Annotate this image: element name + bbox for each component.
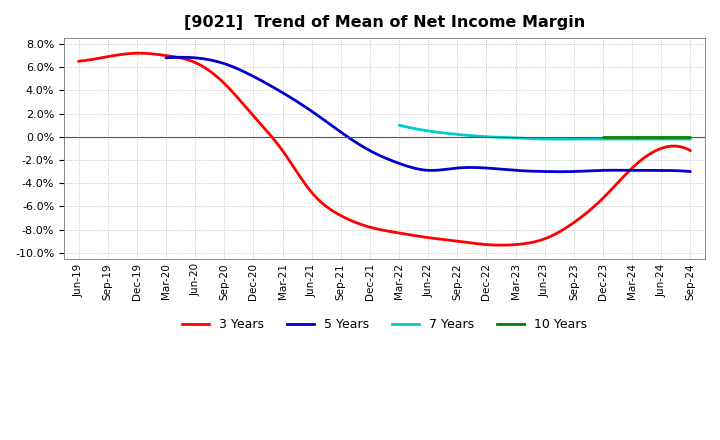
10 Years bbox=[686, 135, 695, 140]
10 Years bbox=[652, 135, 660, 140]
5 Years bbox=[177, 55, 186, 60]
7 Years bbox=[570, 136, 578, 142]
5 Years bbox=[607, 168, 616, 173]
3 Years bbox=[438, 237, 447, 242]
7 Years bbox=[660, 136, 668, 142]
3 Years bbox=[633, 161, 642, 166]
Line: 3 Years: 3 Years bbox=[78, 53, 690, 245]
3 Years bbox=[74, 59, 83, 64]
3 Years bbox=[134, 51, 143, 56]
10 Years bbox=[651, 135, 660, 140]
7 Years bbox=[552, 136, 560, 142]
Line: 7 Years: 7 Years bbox=[399, 125, 690, 139]
5 Years bbox=[161, 55, 170, 60]
10 Years bbox=[599, 135, 608, 140]
7 Years bbox=[642, 136, 650, 142]
5 Years bbox=[686, 169, 695, 174]
7 Years bbox=[686, 136, 695, 142]
5 Years bbox=[474, 165, 482, 170]
10 Years bbox=[653, 135, 662, 140]
5 Years bbox=[476, 165, 485, 170]
Title: [9021]  Trend of Mean of Net Income Margin: [9021] Trend of Mean of Net Income Margi… bbox=[184, 15, 585, 30]
10 Years bbox=[604, 135, 613, 140]
5 Years bbox=[163, 55, 172, 60]
5 Years bbox=[641, 168, 649, 173]
7 Years bbox=[396, 123, 405, 128]
3 Years bbox=[496, 242, 505, 248]
10 Years bbox=[600, 135, 609, 140]
3 Years bbox=[451, 238, 459, 243]
7 Years bbox=[568, 136, 577, 142]
5 Years bbox=[485, 165, 493, 171]
3 Years bbox=[76, 59, 85, 64]
Line: 5 Years: 5 Years bbox=[166, 57, 690, 172]
10 Years bbox=[678, 135, 687, 140]
7 Years bbox=[395, 122, 403, 128]
10 Years bbox=[599, 135, 608, 140]
7 Years bbox=[574, 136, 582, 142]
Legend: 3 Years, 5 Years, 7 Years, 10 Years: 3 Years, 5 Years, 7 Years, 10 Years bbox=[176, 313, 593, 336]
3 Years bbox=[594, 200, 603, 205]
5 Years bbox=[557, 169, 565, 174]
3 Years bbox=[686, 148, 695, 153]
10 Years bbox=[673, 135, 682, 140]
3 Years bbox=[441, 237, 449, 242]
